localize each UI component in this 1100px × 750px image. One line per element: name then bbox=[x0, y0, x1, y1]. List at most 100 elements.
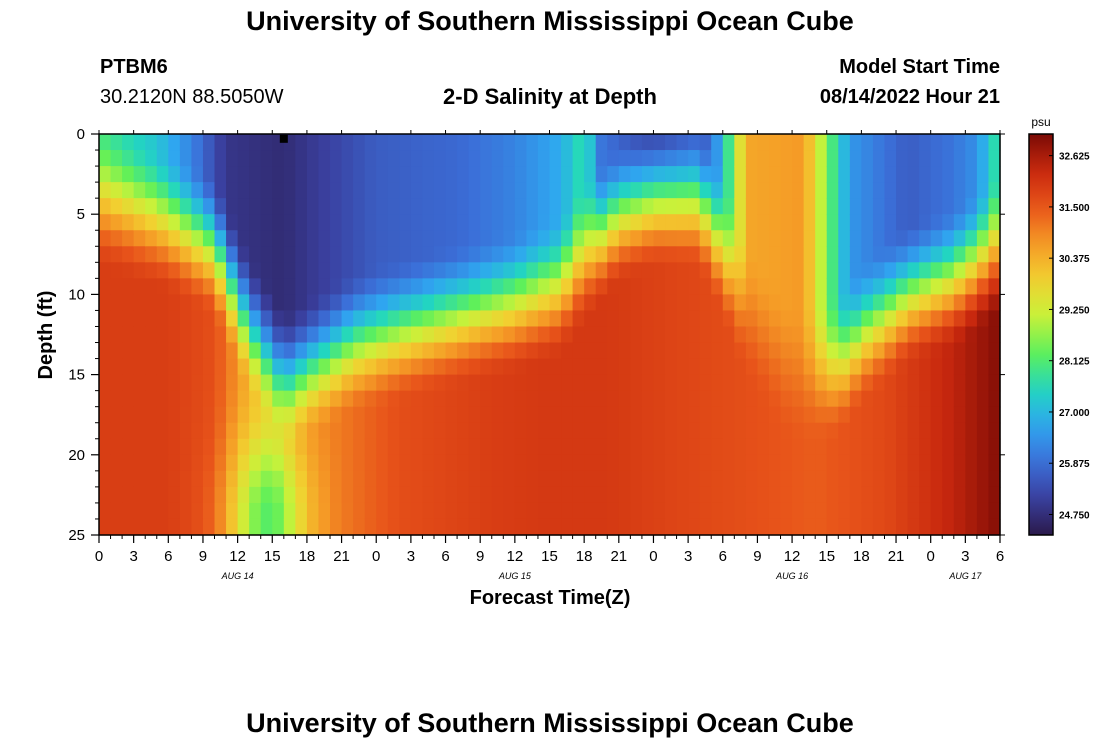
heat-cell bbox=[826, 406, 839, 424]
heat-cell bbox=[942, 438, 955, 456]
heat-cell bbox=[930, 358, 943, 376]
heat-cell bbox=[641, 518, 655, 536]
heat-cell bbox=[561, 166, 574, 183]
heat-cell bbox=[757, 134, 770, 151]
heat-cell bbox=[768, 198, 782, 215]
heat-cell bbox=[330, 166, 343, 183]
heat-cell bbox=[179, 358, 193, 376]
heat-cell bbox=[410, 246, 424, 263]
heat-cell bbox=[699, 166, 712, 183]
heat-cell bbox=[965, 214, 978, 231]
heat-cell bbox=[445, 502, 458, 520]
heat-cell bbox=[757, 374, 770, 392]
heat-cell bbox=[480, 182, 493, 199]
heat-cell bbox=[202, 486, 216, 504]
heat-cell bbox=[849, 406, 862, 424]
heat-cell bbox=[364, 422, 377, 440]
heat-cell bbox=[618, 470, 631, 488]
heat-cell bbox=[445, 278, 458, 295]
x-tick-label: 15 bbox=[264, 548, 281, 565]
heat-cell bbox=[826, 246, 839, 263]
heat-cell bbox=[133, 326, 146, 344]
heat-cell bbox=[537, 198, 551, 215]
heat-cell bbox=[191, 486, 204, 504]
heat-cell bbox=[930, 422, 943, 440]
heat-cell bbox=[907, 230, 920, 247]
heat-cell bbox=[688, 406, 701, 424]
heat-cell bbox=[491, 230, 504, 247]
heat-cell bbox=[295, 278, 308, 295]
heat-cell bbox=[734, 422, 747, 440]
heat-cell bbox=[399, 182, 412, 199]
heat-cell bbox=[376, 438, 389, 456]
heat-cell bbox=[872, 134, 886, 151]
heat-cell bbox=[514, 422, 527, 440]
heat-cell bbox=[341, 166, 354, 183]
heat-cell bbox=[399, 150, 412, 167]
heat-cell bbox=[457, 150, 470, 167]
heat-cell bbox=[156, 518, 169, 536]
heat-cell bbox=[353, 406, 366, 424]
heat-cell bbox=[468, 198, 481, 215]
heat-cell bbox=[942, 374, 955, 392]
heat-cell bbox=[745, 486, 759, 504]
heat-cell bbox=[930, 310, 943, 328]
heat-cell bbox=[976, 390, 990, 408]
heat-cell bbox=[410, 374, 424, 392]
x-tick-label: 3 bbox=[961, 548, 969, 565]
heat-cell bbox=[688, 422, 701, 440]
heat-cell bbox=[815, 470, 828, 488]
heat-cell bbox=[907, 406, 920, 424]
heat-cell bbox=[237, 166, 250, 183]
heat-cell bbox=[641, 278, 655, 295]
heat-cell bbox=[283, 166, 296, 183]
heat-cell bbox=[826, 294, 839, 312]
heat-cell bbox=[953, 438, 966, 456]
heat-cell bbox=[422, 230, 435, 247]
heat-cell bbox=[815, 198, 828, 215]
heat-cell bbox=[803, 326, 816, 344]
heat-cell bbox=[330, 342, 343, 360]
heat-cell bbox=[942, 182, 955, 199]
heat-cell bbox=[919, 326, 932, 344]
heat-cell bbox=[584, 214, 597, 231]
heat-cell bbox=[561, 326, 574, 344]
heat-cell bbox=[572, 262, 585, 279]
heat-cell bbox=[249, 198, 262, 215]
heat-cell bbox=[364, 246, 377, 263]
heat-cell bbox=[491, 326, 504, 344]
heat-cell bbox=[757, 406, 770, 424]
heat-cell bbox=[537, 502, 551, 520]
heat-cell bbox=[572, 214, 585, 231]
heat-cell bbox=[133, 406, 146, 424]
heat-cell bbox=[930, 198, 943, 215]
heat-cell bbox=[110, 502, 123, 520]
heat-cell bbox=[838, 294, 851, 312]
heat-cell bbox=[907, 246, 920, 263]
heat-cell bbox=[422, 134, 435, 151]
heat-cell bbox=[595, 230, 608, 247]
heat-cell bbox=[226, 502, 239, 520]
heat-cell bbox=[191, 406, 204, 424]
heat-cell bbox=[237, 134, 250, 151]
heat-cell bbox=[353, 134, 366, 151]
heat-cell bbox=[133, 230, 146, 247]
heat-cell bbox=[838, 198, 851, 215]
heat-cell bbox=[699, 246, 712, 263]
heat-cell bbox=[422, 198, 435, 215]
heat-cell bbox=[688, 230, 701, 247]
heat-cell bbox=[364, 374, 377, 392]
heat-cell bbox=[641, 198, 655, 215]
heat-cell bbox=[318, 198, 331, 215]
heat-cell bbox=[295, 150, 308, 167]
heat-cell bbox=[202, 134, 216, 151]
heat-cell bbox=[145, 310, 158, 328]
heat-cell bbox=[711, 518, 724, 536]
heat-cell bbox=[364, 406, 377, 424]
heat-cell bbox=[676, 246, 689, 263]
heat-cell bbox=[561, 134, 574, 151]
heat-cell bbox=[572, 278, 585, 295]
heat-cell bbox=[295, 294, 308, 312]
x-tick-label: 21 bbox=[333, 548, 350, 565]
heat-cell bbox=[156, 358, 169, 376]
